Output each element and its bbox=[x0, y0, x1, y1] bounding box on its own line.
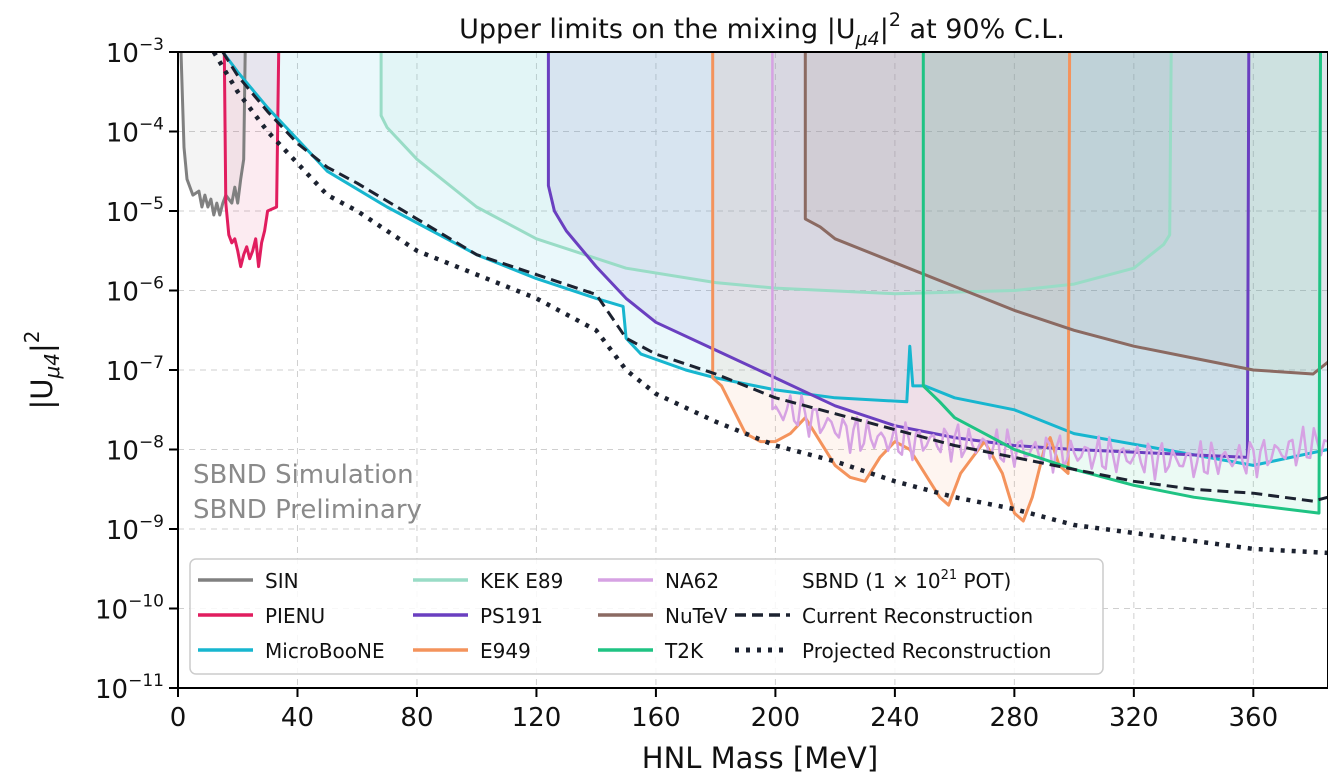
annotation-simulation: SBND Simulation bbox=[193, 460, 414, 490]
curve-na62 bbox=[771, 52, 1328, 481]
region-t2k bbox=[923, 52, 1321, 514]
curve-kek-e89 bbox=[379, 52, 1173, 296]
region-kek-e89 bbox=[381, 52, 1172, 294]
x-tick-label: 120 bbox=[512, 703, 562, 733]
axis-ticks: 0 40 80 120 160 200 240 280 320 360 10−3 10−4 10−5 10… bbox=[95, 35, 1278, 733]
x-tick-label: 200 bbox=[751, 703, 801, 733]
x-tick-label: 360 bbox=[1229, 703, 1279, 733]
curve-sin bbox=[179, 52, 247, 217]
x-tick-label: 40 bbox=[281, 703, 314, 733]
curve-pienu bbox=[222, 52, 281, 269]
y-tick-label: 10−3 bbox=[106, 35, 164, 69]
curve-t2k bbox=[921, 52, 1322, 515]
y-tick-label: 10−10 bbox=[95, 592, 164, 626]
y-axis-label: |Uμ4|2 bbox=[20, 331, 64, 410]
legend-label-current-reconstruction: Current Reconstruction bbox=[802, 604, 1033, 628]
y-tick-label: 10−9 bbox=[106, 512, 164, 546]
curve-projected-reconstruction bbox=[211, 52, 1328, 556]
x-tick-label: 320 bbox=[1109, 703, 1159, 733]
legend-label-projected-reconstruction: Projected Reconstruction bbox=[802, 639, 1051, 663]
annotation-preliminary: SBND Preliminary bbox=[193, 495, 422, 525]
y-tick-label: 10−6 bbox=[106, 274, 164, 308]
y-tick-label: 10−7 bbox=[106, 353, 164, 387]
legend-label-microboone: MicroBooNE bbox=[265, 639, 385, 663]
legend-header: SBND (1 × 1021 POT) bbox=[802, 568, 1011, 593]
legend-label-pienu: PIENU bbox=[265, 604, 325, 628]
x-tick-label: 0 bbox=[170, 703, 187, 733]
legend-label-sin: SIN bbox=[265, 569, 299, 593]
y-tick-label: 10−5 bbox=[106, 194, 164, 228]
region-ps191 bbox=[548, 52, 1249, 458]
curve-nutev bbox=[803, 52, 1328, 376]
x-tick-label: 280 bbox=[990, 703, 1040, 733]
x-tick-label: 240 bbox=[870, 703, 920, 733]
curve-ps191 bbox=[546, 52, 1251, 459]
legend-label-ps191: PS191 bbox=[480, 604, 543, 628]
region-sin bbox=[181, 52, 246, 215]
legend: SIN PIENU MicroBooNE KEK E89 PS191 E949 NA62 Nu… bbox=[189, 558, 1104, 675]
legend-label-na62: NA62 bbox=[665, 569, 719, 593]
region-nutev bbox=[805, 52, 1328, 374]
x-tick-label: 160 bbox=[631, 703, 681, 733]
y-tick-label: 10−8 bbox=[106, 433, 164, 467]
legend-label-t2k: T2K bbox=[664, 639, 704, 663]
chart-title: Upper limits on the mixing |Uμ4|2 at 90%… bbox=[459, 9, 1065, 50]
x-axis-label: HNL Mass [MeV] bbox=[642, 741, 878, 775]
y-tick-label: 10−4 bbox=[106, 115, 164, 149]
legend-label-kek-e89: KEK E89 bbox=[480, 569, 563, 593]
legend-label-e949: E949 bbox=[480, 639, 531, 663]
x-tick-label: 80 bbox=[400, 703, 433, 733]
legend-label-nutev: NuTeV bbox=[665, 604, 728, 628]
curve-current-reconstruction bbox=[221, 52, 1328, 503]
region-microboone bbox=[222, 52, 1328, 466]
y-tick-label: 10−11 bbox=[95, 671, 164, 705]
limit-curves bbox=[179, 52, 1328, 556]
curve-microboone bbox=[221, 52, 1328, 467]
